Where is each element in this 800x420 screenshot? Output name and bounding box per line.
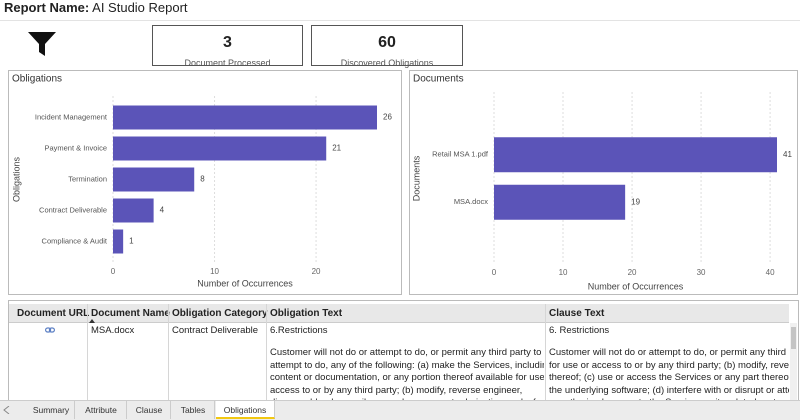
paragraph-line: thereof; (c) use or access the Services … bbox=[549, 372, 789, 384]
cell-paragraph: Customer will not do or attempt to do, o… bbox=[549, 347, 789, 401]
page-tab[interactable]: Attribute bbox=[76, 401, 127, 419]
bar bbox=[113, 167, 195, 192]
data-label: 21 bbox=[332, 144, 341, 153]
report-header: Report Name: AI Studio Report bbox=[4, 0, 188, 15]
x-tick-label: 10 bbox=[210, 267, 219, 276]
chart-title: Obligations bbox=[12, 74, 62, 85]
column-divider bbox=[87, 304, 88, 401]
column-header[interactable]: Obligation Category bbox=[172, 308, 268, 319]
y-axis-title: Obligations bbox=[11, 156, 21, 202]
kpi-card: 3 Document Processed bbox=[152, 25, 303, 68]
column-divider bbox=[545, 304, 546, 401]
data-label: 1 bbox=[129, 237, 134, 246]
data-label: 4 bbox=[160, 206, 165, 215]
chart-panel bbox=[409, 70, 798, 295]
table-header: Document URL Document Name Obligation Ca… bbox=[9, 304, 789, 323]
column-header[interactable]: Clause Text bbox=[549, 308, 605, 319]
x-tick-label: 20 bbox=[312, 267, 321, 276]
y-tick-label: Compliance & Audit bbox=[42, 236, 108, 245]
bar bbox=[494, 184, 626, 220]
tab-nav-arrow[interactable] bbox=[3, 406, 11, 414]
obligations-table: Document URL Document Name Obligation Ca… bbox=[8, 300, 799, 402]
paragraph-line: for use or access to or by any third par… bbox=[549, 359, 789, 371]
kpi-card: 60 Discovered Obligations bbox=[311, 25, 463, 68]
y-tick-label: Termination bbox=[68, 174, 107, 183]
chart-title: Documents bbox=[413, 74, 464, 85]
cell-text: 6.Restrictions bbox=[270, 325, 328, 336]
data-label: 26 bbox=[383, 113, 392, 122]
filter-icon[interactable] bbox=[27, 31, 57, 57]
paragraph-line: disassemble, decompile, reproduce or cre… bbox=[270, 397, 544, 401]
page-tab[interactable]: Summary bbox=[28, 401, 75, 419]
paragraph-line: content or documentation, or any portion… bbox=[270, 372, 544, 384]
bar bbox=[113, 229, 124, 254]
bar bbox=[113, 198, 154, 223]
cell-text: Contract Deliverable bbox=[172, 325, 259, 336]
kpi-value: 3 bbox=[223, 34, 232, 51]
kpi-label: Document Processed bbox=[184, 58, 271, 68]
kpi-label: Discovered Obligations bbox=[340, 58, 434, 68]
sort-indicator bbox=[89, 319, 95, 323]
y-tick-label: Retail MSA 1.pdf bbox=[432, 150, 489, 159]
cell-paragraph: Customer will not do or attempt to do, o… bbox=[270, 347, 544, 401]
x-axis-title: Number of Occurrences bbox=[197, 278, 293, 288]
y-tick-label: Incident Management bbox=[35, 112, 108, 121]
kpi-value: 60 bbox=[378, 34, 396, 51]
x-tick-label: 30 bbox=[697, 268, 706, 277]
page-tab[interactable]: Clause bbox=[128, 401, 171, 419]
paragraph-line: access to or by any third party; (b) mod… bbox=[270, 384, 523, 396]
column-divider bbox=[168, 304, 169, 401]
data-label: 41 bbox=[783, 150, 792, 159]
x-axis-title: Number of Occurrences bbox=[588, 281, 684, 291]
column-header[interactable]: Document Name bbox=[91, 308, 170, 319]
page-tabs: Summary Attribute Clause Tables Obligati… bbox=[0, 400, 800, 420]
bar bbox=[113, 136, 327, 161]
header-divider bbox=[0, 20, 800, 21]
column-header[interactable]: Document URL bbox=[17, 308, 90, 319]
y-tick-label: Payment & Invoice bbox=[44, 143, 107, 152]
column-divider bbox=[266, 304, 267, 401]
scrollbar[interactable] bbox=[790, 323, 797, 401]
cell-text: 6. Restrictions bbox=[549, 325, 610, 336]
paragraph-line: unauthorized access to the Services or i… bbox=[549, 397, 789, 401]
x-tick-label: 20 bbox=[628, 268, 637, 277]
bar bbox=[113, 105, 377, 130]
header-label: Report Name: bbox=[4, 0, 90, 15]
page-tab[interactable]: Tables bbox=[172, 401, 215, 419]
y-tick-label: Contract Deliverable bbox=[39, 205, 107, 214]
column-header[interactable]: Obligation Text bbox=[270, 308, 343, 319]
x-tick-label: 10 bbox=[559, 268, 568, 277]
x-tick-label: 0 bbox=[111, 267, 116, 276]
link-icon[interactable] bbox=[45, 326, 55, 334]
y-axis-title: Documents bbox=[411, 155, 421, 201]
y-tick-label: MSA.docx bbox=[454, 197, 488, 206]
paragraph-line: Customer will not do or attempt to do, o… bbox=[270, 347, 544, 358]
x-tick-label: 0 bbox=[492, 268, 497, 277]
report-title: AI Studio Report bbox=[92, 0, 188, 15]
data-label: 8 bbox=[200, 175, 205, 184]
page-tab[interactable]: Obligations bbox=[216, 401, 275, 419]
paragraph-line: Customer will not do or attempt to do, o… bbox=[549, 347, 789, 358]
x-tick-label: 40 bbox=[766, 268, 775, 277]
paragraph-line: attempt to do, any of the following: (a)… bbox=[270, 359, 544, 371]
scroll-thumb[interactable] bbox=[791, 327, 796, 349]
paragraph-line: the underlying software; (d) interfere w… bbox=[549, 384, 789, 396]
data-label: 19 bbox=[631, 197, 640, 206]
cell-text: MSA.docx bbox=[91, 325, 135, 336]
bar bbox=[494, 137, 777, 173]
